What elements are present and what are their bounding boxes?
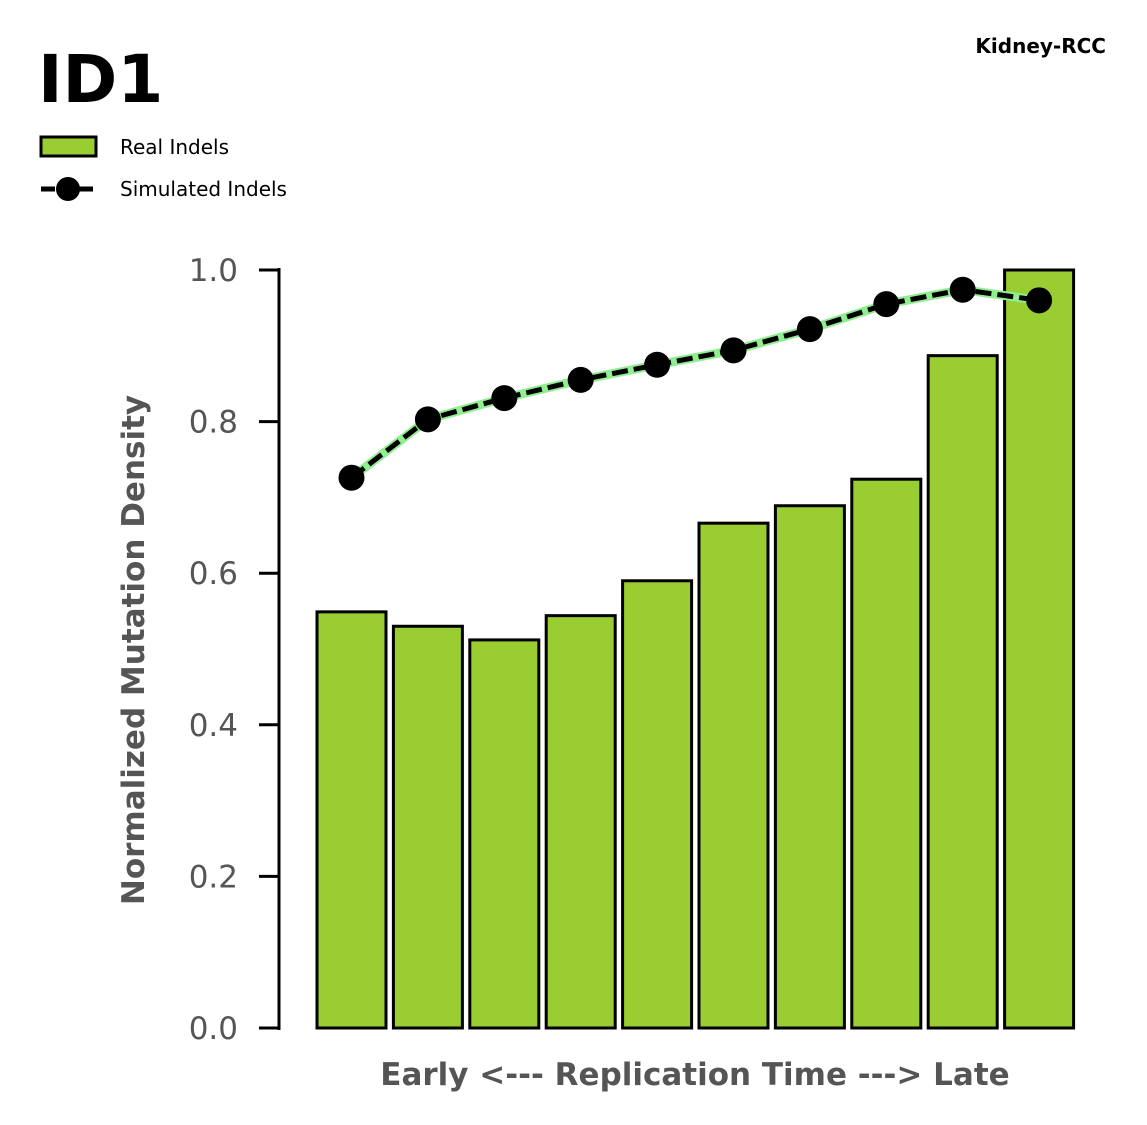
simulated-point-3 bbox=[491, 385, 518, 412]
chart-title: ID1 bbox=[38, 41, 163, 118]
legend: Real Indels Simulated Indels bbox=[39, 135, 287, 201]
bar-real-indels-4 bbox=[544, 614, 617, 1030]
y-tick-label: 0.8 bbox=[189, 405, 238, 441]
bar-real-indels-1 bbox=[315, 610, 388, 1030]
simulated-line-path bbox=[349, 287, 1040, 480]
simulated-point-10 bbox=[1026, 287, 1053, 314]
simulated-point-1 bbox=[338, 464, 365, 491]
legend-bar-swatch bbox=[39, 135, 98, 158]
chart-subtitle: Kidney-RCC bbox=[975, 34, 1106, 58]
legend-label-simulated: Simulated Indels bbox=[120, 177, 287, 201]
bar-real-indels-3 bbox=[468, 638, 541, 1030]
y-tick-label: 0.4 bbox=[189, 708, 238, 744]
simulated-point-7 bbox=[796, 316, 823, 343]
bar-real-indels-5 bbox=[621, 579, 694, 1030]
y-tick-label: 1.0 bbox=[189, 253, 238, 289]
simulated-point-2 bbox=[414, 406, 441, 433]
y-tick-label: 0.2 bbox=[189, 859, 238, 895]
bar-real-indels-2 bbox=[391, 624, 464, 1030]
legend-line-swatch bbox=[41, 177, 96, 201]
bar-real-indels-6 bbox=[697, 521, 770, 1030]
simulated-point-6 bbox=[720, 337, 747, 364]
x-axis-label: Early <--- Replication Time ---> Late bbox=[380, 1057, 1009, 1093]
y-tick-label: 0.6 bbox=[189, 556, 238, 592]
bar-real-indels-10 bbox=[1003, 268, 1076, 1030]
y-axis-label: Normalized Mutation Density bbox=[116, 395, 152, 905]
simulated-line bbox=[338, 276, 1053, 491]
simulated-point-8 bbox=[873, 291, 900, 318]
simulated-point-4 bbox=[567, 366, 594, 393]
legend-label-real: Real Indels bbox=[120, 135, 229, 159]
bar-real-indels-7 bbox=[773, 504, 846, 1030]
simulated-point-5 bbox=[644, 351, 671, 378]
simulated-point-9 bbox=[949, 276, 976, 303]
y-ticks: 0.0 0.2 0.4 0.6 0.8 1.0 bbox=[189, 253, 279, 1047]
bars bbox=[315, 268, 1076, 1030]
y-tick-label: 0.0 bbox=[189, 1011, 238, 1047]
bar-real-indels-8 bbox=[850, 477, 923, 1030]
bar-real-indels-9 bbox=[926, 354, 999, 1030]
